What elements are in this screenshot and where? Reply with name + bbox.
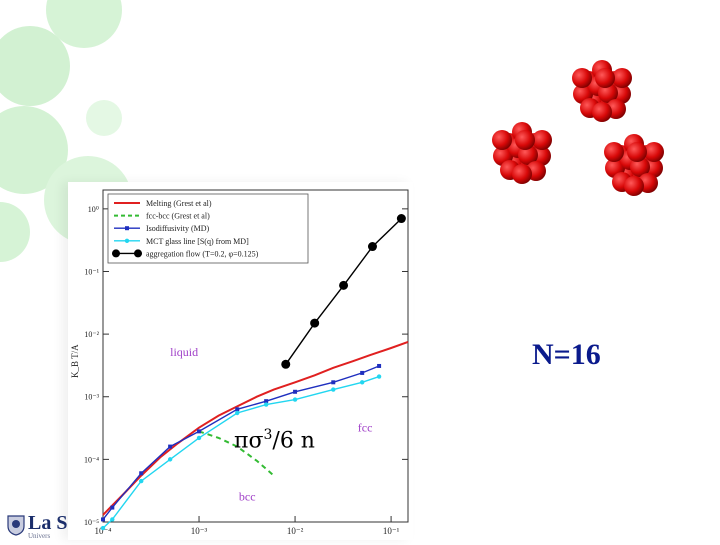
data-point (168, 444, 173, 449)
equation-suffix: /6 n (272, 428, 315, 454)
data-point (292, 397, 298, 402)
cluster-particle (644, 142, 664, 162)
data-point (196, 435, 202, 441)
data-point (263, 402, 269, 407)
cluster-particle (492, 130, 512, 150)
particle-clusters-image (492, 60, 664, 196)
y-tick-label: 10⁻² (84, 330, 99, 339)
cluster-particle (598, 83, 618, 103)
y-tick-label: 10⁻⁵ (84, 518, 99, 527)
phase-diagram-panel: 10⁻⁴ 10⁻³ 10⁻² 10⁻¹ 10⁻⁵ 10⁻⁴ 10⁻³ 10⁻² 10⁻¹ 10⁰ … (68, 182, 413, 540)
data-point (293, 389, 298, 394)
y-tick-label: 10⁻³ (84, 393, 99, 402)
data-point (101, 517, 105, 522)
cluster-particle (612, 68, 632, 88)
legend-marker (124, 238, 130, 243)
data-point (167, 457, 173, 462)
slide-title: N=16 (532, 338, 601, 371)
legend-marker (134, 249, 142, 258)
y-tick-label: 10⁻¹ (84, 267, 99, 276)
university-logo: La S Univers (6, 512, 68, 540)
data-point (139, 478, 144, 484)
data-point (376, 374, 382, 379)
data-point (359, 380, 365, 385)
data-point (360, 370, 365, 375)
x-tick-label: 10⁻² (287, 526, 304, 536)
cluster-particle (630, 157, 650, 177)
cluster-particle (595, 68, 615, 88)
data-point (331, 380, 336, 385)
data-point (110, 505, 115, 510)
y-tick-label: 10⁻⁴ (84, 455, 99, 464)
logo-name: La S (28, 512, 68, 534)
cluster-particle (518, 145, 538, 165)
legend-label: Melting (Grest et al) (146, 199, 212, 208)
data-point (235, 410, 240, 416)
x-tick-label: 10⁻¹ (383, 526, 400, 536)
region-label-liquid: liquid (170, 345, 198, 359)
region-label-fcc: fcc (358, 420, 373, 434)
data-point (281, 359, 291, 369)
cluster-particle (604, 142, 624, 162)
equation-power: 3 (263, 427, 273, 443)
x-tick-label: 10⁻³ (191, 526, 208, 536)
region-label-bcc: bcc (239, 490, 256, 504)
series-line-0 (102, 340, 409, 516)
packing-fraction-equation: πσ3/6 n (234, 427, 315, 453)
legend-marker (125, 226, 129, 231)
legend-label: fcc-bcc (Grest et al) (146, 212, 210, 221)
data-point (367, 242, 377, 252)
data-point (100, 525, 106, 531)
data-point (339, 280, 349, 290)
cluster-particle (572, 68, 592, 88)
x-tick-label: 10⁻⁴ (95, 526, 112, 536)
legend-label: Isodiffusivity (MD) (146, 224, 210, 233)
equation-prefix: πσ (234, 428, 264, 454)
legend-label: MCT glass line [S(q) from MD] (146, 237, 249, 246)
legend-marker (112, 249, 120, 258)
data-point (331, 387, 336, 392)
cluster-particle (624, 176, 644, 196)
logo-subtitle: Univers (28, 532, 51, 540)
data-point (235, 407, 240, 412)
legend-label: aggregation flow (T=0.2, φ=0.125) (146, 249, 259, 258)
cluster-particle (515, 130, 535, 150)
cluster-particle (512, 164, 532, 184)
crest-icon (7, 515, 25, 536)
series-line-1 (198, 430, 275, 477)
data-point (396, 214, 406, 224)
phase-diagram-chart: 10⁻⁴ 10⁻³ 10⁻² 10⁻¹10⁻⁵10⁻⁴10⁻³10⁻²10⁻¹10⁰ … (70, 189, 409, 536)
cluster-particle (627, 142, 647, 162)
data-point (139, 471, 144, 476)
cluster-particle (592, 102, 612, 122)
y-axis-label: K_B T/A (70, 344, 80, 378)
data-point (197, 429, 202, 434)
y-tick-label: 10⁰ (88, 205, 99, 214)
data-point (264, 399, 269, 404)
data-point (110, 517, 115, 522)
cluster-particle (532, 130, 552, 150)
plot-frame (102, 189, 409, 523)
data-point (377, 363, 382, 368)
data-point (310, 318, 320, 328)
